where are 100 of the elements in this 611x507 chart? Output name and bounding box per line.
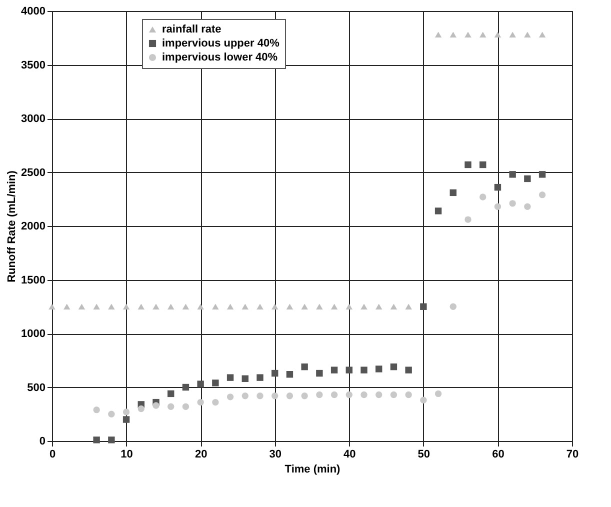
point bbox=[182, 304, 190, 310]
point bbox=[434, 32, 442, 38]
point bbox=[509, 200, 516, 207]
point bbox=[242, 392, 248, 400]
x-tick-label: 0 bbox=[49, 448, 56, 460]
x-tick-label: 40 bbox=[344, 448, 356, 460]
point bbox=[197, 380, 204, 388]
point bbox=[272, 370, 278, 377]
point bbox=[376, 391, 382, 398]
point bbox=[242, 304, 248, 310]
point bbox=[360, 304, 368, 310]
point bbox=[197, 304, 204, 310]
point bbox=[480, 194, 486, 200]
point bbox=[272, 304, 278, 310]
point bbox=[182, 384, 190, 391]
point bbox=[272, 392, 278, 400]
point bbox=[538, 171, 546, 178]
point bbox=[390, 391, 398, 398]
point bbox=[524, 175, 531, 182]
point bbox=[464, 32, 472, 38]
point bbox=[301, 363, 308, 370]
point bbox=[108, 436, 115, 444]
y-axis-title: Runoff Rate (mL/min) bbox=[6, 170, 18, 282]
x-tick-label: 70 bbox=[566, 448, 579, 460]
point bbox=[509, 171, 516, 178]
point bbox=[286, 370, 294, 378]
y-tick-label: 500 bbox=[27, 382, 46, 394]
point bbox=[330, 304, 338, 310]
point bbox=[316, 391, 323, 398]
x-tick-label: 30 bbox=[269, 448, 282, 460]
point bbox=[152, 402, 160, 409]
x-tick-label: 60 bbox=[492, 448, 504, 460]
point bbox=[420, 396, 427, 404]
point bbox=[168, 403, 174, 410]
x-tick-label: 20 bbox=[194, 448, 208, 460]
legend-label: impervious lower 40% bbox=[162, 52, 278, 64]
point bbox=[464, 161, 472, 168]
point bbox=[434, 208, 442, 214]
point bbox=[464, 216, 472, 223]
point bbox=[93, 406, 100, 414]
point bbox=[346, 366, 352, 374]
point bbox=[524, 32, 531, 38]
point bbox=[405, 391, 412, 398]
y-tick-label: 4000 bbox=[21, 6, 46, 18]
point bbox=[480, 32, 486, 38]
y-tick-label: 1000 bbox=[21, 328, 46, 340]
point bbox=[301, 304, 308, 310]
point bbox=[226, 374, 234, 381]
point bbox=[330, 391, 338, 398]
point bbox=[524, 203, 531, 210]
point bbox=[168, 304, 174, 310]
point bbox=[450, 32, 456, 38]
point bbox=[509, 32, 516, 38]
point bbox=[168, 390, 174, 398]
y-tick-label: 3500 bbox=[21, 59, 46, 72]
point bbox=[226, 394, 234, 400]
point bbox=[212, 380, 219, 386]
y-tick-label: 2000 bbox=[21, 220, 46, 232]
point bbox=[316, 370, 323, 377]
point bbox=[93, 304, 100, 310]
point bbox=[376, 366, 382, 372]
x-tick-label: 10 bbox=[120, 448, 133, 460]
x-axis-title: Time (min) bbox=[284, 464, 341, 476]
point bbox=[256, 304, 264, 310]
point bbox=[197, 398, 204, 406]
point bbox=[360, 391, 368, 398]
point bbox=[330, 366, 338, 374]
point bbox=[64, 304, 70, 310]
point bbox=[48, 304, 56, 310]
point bbox=[316, 304, 323, 310]
point bbox=[108, 410, 115, 418]
point bbox=[226, 304, 234, 310]
point bbox=[286, 304, 294, 310]
point bbox=[212, 304, 219, 310]
point bbox=[390, 304, 398, 310]
point bbox=[346, 304, 352, 310]
point bbox=[390, 363, 398, 370]
point bbox=[538, 32, 546, 38]
point bbox=[360, 366, 368, 374]
point bbox=[138, 304, 144, 310]
point bbox=[494, 184, 502, 191]
legend-label: rainfall rate bbox=[162, 24, 222, 36]
y-tick-label: 2500 bbox=[21, 166, 46, 179]
point bbox=[346, 391, 352, 398]
point bbox=[212, 398, 219, 406]
point bbox=[434, 390, 442, 398]
point bbox=[286, 392, 294, 400]
point bbox=[405, 304, 412, 310]
point bbox=[122, 408, 130, 416]
point bbox=[122, 416, 130, 423]
point bbox=[256, 374, 264, 381]
x-tick-label: 50 bbox=[418, 448, 430, 460]
point bbox=[93, 436, 100, 444]
point bbox=[122, 304, 130, 310]
point bbox=[450, 303, 456, 310]
y-tick-label: 3000 bbox=[21, 113, 46, 125]
point bbox=[376, 304, 382, 310]
point bbox=[480, 161, 486, 168]
point bbox=[152, 304, 160, 310]
point bbox=[242, 375, 248, 382]
